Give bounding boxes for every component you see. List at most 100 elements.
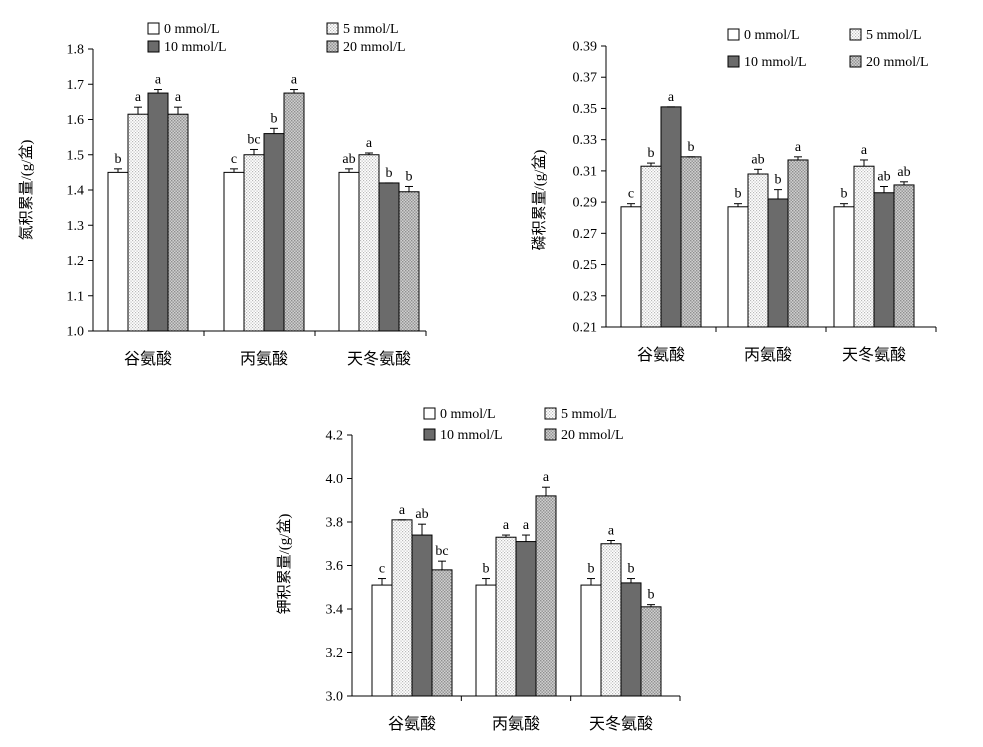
bar: [431, 569, 453, 697]
y-tick-label: 1.4: [67, 184, 85, 199]
bar: [747, 173, 769, 328]
significance-letter: b: [688, 140, 695, 155]
bar: [263, 133, 285, 332]
y-tick-label: 0.27: [573, 227, 598, 242]
legend-swatch: [423, 428, 436, 441]
legend-label: 20 mmol/L: [561, 428, 624, 443]
legend-label: 5 mmol/L: [561, 407, 617, 422]
bar: [243, 154, 265, 332]
significance-letter: b: [628, 562, 635, 577]
significance-letter: a: [291, 73, 298, 88]
legend-label: 10 mmol/L: [440, 428, 503, 443]
bar: [660, 106, 682, 328]
y-tick-label: 1.5: [67, 148, 85, 163]
y-tick-label: 0.35: [573, 102, 598, 117]
x-category-label: 谷氨酸: [124, 350, 172, 368]
y-axis-title: 磷积累量/(g/盆): [531, 150, 548, 251]
y-tick-label: 1.7: [67, 78, 85, 93]
legend-swatch: [727, 28, 740, 41]
y-tick-label: 3.4: [326, 603, 344, 618]
significance-letter: bc: [247, 132, 260, 147]
y-tick-label: 0.21: [573, 321, 598, 336]
significance-letter: ab: [897, 165, 910, 180]
significance-letter: a: [543, 470, 550, 485]
significance-letter: c: [379, 562, 385, 577]
significance-letter: b: [115, 152, 122, 167]
significance-letter: b: [406, 169, 413, 184]
legend-label: 10 mmol/L: [164, 40, 227, 55]
bar: [620, 206, 642, 328]
bar: [893, 184, 915, 328]
legend-label: 0 mmol/L: [440, 407, 496, 422]
bar: [620, 582, 642, 697]
y-tick-label: 0.23: [573, 289, 598, 304]
bar: [107, 171, 129, 332]
legend-swatch: [544, 407, 557, 420]
nitrogen-accumulation-chart: 1.0 1.1 1.2 1.3 1.4 1.5 1.6 1.7 1.8 谷氨酸 丙氨酸 天冬氨酸 氮积累…: [18, 22, 427, 368]
y-axis-title: 钾积累量/(g/盆): [276, 514, 293, 615]
y-tick-label: 1.0: [67, 325, 85, 340]
significance-letter: c: [231, 152, 237, 167]
bar: [600, 543, 622, 697]
bar: [167, 113, 189, 332]
y-tick-label: 0.31: [573, 164, 598, 179]
y-tick-label: 0.39: [573, 40, 598, 55]
y-tick-label: 4.2: [326, 429, 344, 444]
y-tick-label: 3.6: [326, 559, 344, 574]
legend-label: 0 mmol/L: [164, 22, 220, 37]
y-tick-label: 3.8: [326, 516, 344, 531]
legend-swatch: [147, 22, 160, 35]
significance-letter: ab: [415, 507, 428, 522]
significance-letter: b: [775, 173, 782, 188]
y-tick-label: 3.0: [326, 690, 344, 705]
legend-label: 5 mmol/L: [343, 22, 399, 37]
bar: [767, 198, 789, 328]
significance-letter: a: [155, 73, 162, 88]
bar: [283, 92, 305, 332]
y-axis-title: 氮积累量/(g/盆): [18, 140, 35, 241]
significance-letter: a: [175, 90, 182, 105]
significance-letter: a: [523, 518, 530, 533]
bar: [391, 519, 413, 697]
significance-letter: b: [841, 187, 848, 202]
y-tick-label: 3.2: [326, 646, 344, 661]
significance-letter: a: [668, 90, 675, 105]
bar: [873, 192, 895, 328]
legend-label: 0 mmol/L: [744, 28, 800, 43]
significance-letter: bc: [435, 544, 448, 559]
legend-swatch: [326, 40, 339, 53]
significance-letter: b: [735, 187, 742, 202]
y-tick-label: 1.1: [67, 289, 85, 304]
bar: [378, 182, 400, 332]
legend-label: 20 mmol/L: [866, 55, 929, 70]
legend-swatch: [147, 40, 160, 53]
bar: [680, 156, 702, 328]
legend-swatch: [727, 55, 740, 68]
significance-letter: a: [608, 523, 615, 538]
significance-letter: a: [861, 143, 868, 158]
significance-letter: b: [386, 166, 393, 181]
legend-swatch: [849, 55, 862, 68]
bar: [398, 191, 420, 332]
x-category-label: 丙氨酸: [492, 715, 540, 733]
significance-letter: ab: [751, 152, 764, 167]
significance-letter: ab: [342, 152, 355, 167]
significance-letter: b: [588, 562, 595, 577]
significance-letter: a: [503, 518, 510, 533]
y-tick-label: 1.6: [67, 113, 85, 128]
legend-swatch: [544, 428, 557, 441]
bar: [495, 536, 517, 697]
significance-letter: a: [795, 140, 802, 155]
bar: [223, 171, 245, 332]
significance-letter: a: [399, 503, 406, 518]
legend-label: 5 mmol/L: [866, 28, 922, 43]
y-tick-label: 0.37: [573, 71, 598, 86]
bar: [727, 206, 749, 328]
potassium-accumulation-chart: 3.0 3.2 3.4 3.6 3.8 4.0 4.2 谷氨酸 丙氨酸 天冬氨酸 钾积累量/(g/盆…: [276, 407, 681, 733]
phosphorus-accumulation-chart: 0.21 0.23 0.25 0.27 0.29 0.31 0.33 0.35 0.37 0.39…: [531, 28, 937, 364]
legend-swatch: [849, 28, 862, 41]
bar: [338, 171, 360, 332]
legend-swatch: [326, 22, 339, 35]
y-tick-label: 4.0: [326, 472, 344, 487]
bar: [535, 495, 557, 697]
